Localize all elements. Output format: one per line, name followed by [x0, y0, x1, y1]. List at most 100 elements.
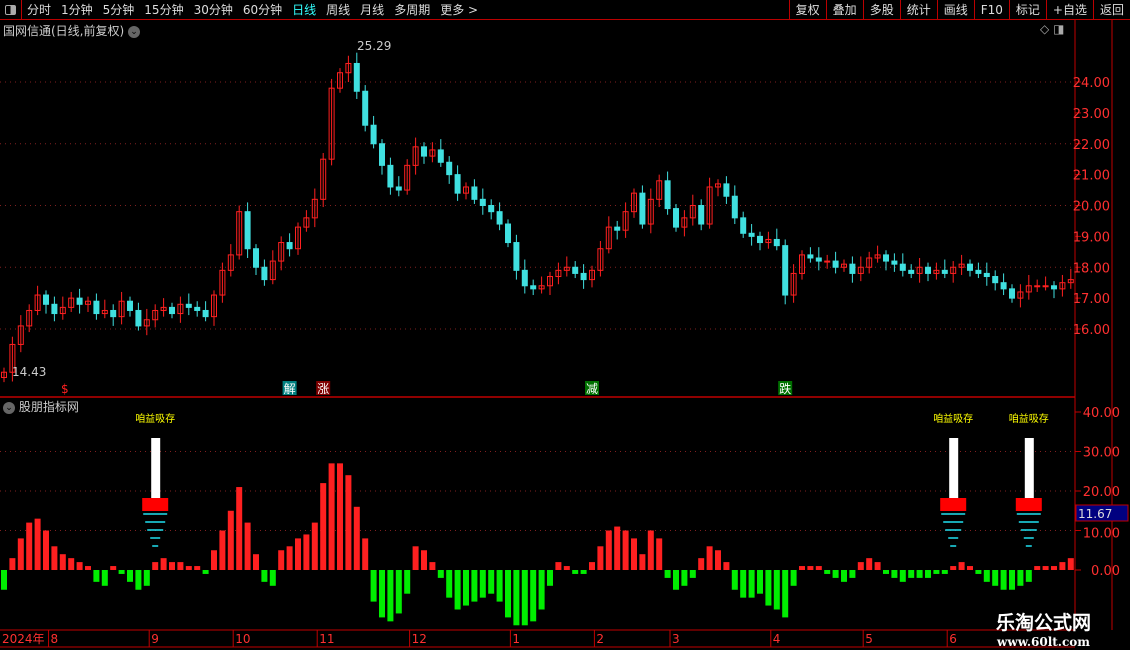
- period-tab[interactable]: 多周期: [394, 3, 431, 17]
- indicator-bar: [832, 570, 839, 578]
- signal-marker: 减: [586, 382, 598, 396]
- signal-label: 咱益吸存: [933, 412, 973, 425]
- candle-body: [269, 260, 276, 281]
- candle-body: [673, 208, 679, 228]
- candle-body: [421, 146, 427, 157]
- candle-body: [505, 223, 511, 244]
- candle-body: [261, 266, 268, 281]
- candle-body: [799, 254, 805, 274]
- indicator-bar: [866, 558, 873, 570]
- indicator-bar: [538, 570, 545, 610]
- indicator-bar: [177, 562, 184, 570]
- period-tab[interactable]: 15分钟: [144, 3, 184, 17]
- candle-body: [614, 226, 621, 231]
- period-tab[interactable]: 周线: [326, 3, 351, 17]
- indicator-bar: [387, 570, 394, 622]
- candle-body: [43, 294, 49, 305]
- indicator-bar: [135, 570, 142, 590]
- indicator-bar: [85, 566, 91, 570]
- dropdown-icon[interactable]: ⌄: [3, 401, 15, 414]
- indicator-bar: [51, 546, 58, 570]
- candle-body: [521, 269, 528, 287]
- candle-body: [127, 300, 133, 311]
- indicator-bar: [706, 546, 713, 570]
- tool-button[interactable]: 画线: [936, 0, 974, 20]
- candle-body: [723, 183, 730, 197]
- candle-body: [958, 263, 965, 268]
- candle-body: [345, 62, 352, 74]
- indicator-bar: [992, 570, 999, 586]
- indicator-bar: [303, 534, 310, 570]
- tool-button[interactable]: 统计: [899, 0, 937, 20]
- indicator-bar: [320, 483, 327, 570]
- indicator-bar: [874, 562, 881, 570]
- current-value-box: [1075, 504, 1129, 522]
- period-tab[interactable]: 60分钟: [242, 3, 283, 17]
- period-tab[interactable]: 1分钟: [61, 3, 93, 17]
- indicator-bar: [765, 570, 772, 606]
- indicator-bar: [1067, 558, 1074, 570]
- indicator-tick-label: 10.00: [1083, 527, 1120, 542]
- candle-body: [34, 294, 41, 311]
- period-tab[interactable]: 30分钟: [193, 3, 233, 17]
- candle-body: [463, 186, 469, 194]
- candle-body: [681, 217, 688, 228]
- tool-button[interactable]: F10: [973, 0, 1009, 20]
- chart-title[interactable]: 国网信通(日线,前复权) ⌄: [3, 22, 141, 39]
- indicator-bar: [521, 570, 528, 626]
- candle-body: [908, 269, 915, 274]
- tool-button[interactable]: 叠加: [825, 0, 863, 20]
- indicator-bar: [908, 570, 915, 578]
- indicator-bar: [362, 538, 369, 570]
- candle-body: [572, 266, 579, 274]
- time-label: 10: [235, 632, 250, 646]
- period-tab[interactable]: 更多 >: [440, 3, 479, 17]
- indicator-bar: [9, 558, 16, 570]
- tool-button[interactable]: 多股: [862, 0, 900, 20]
- indicator-bar: [723, 562, 730, 570]
- indicator-bar: [958, 562, 965, 570]
- price-tick-label: 17.00: [1073, 292, 1110, 307]
- indicator-bar: [26, 522, 33, 570]
- indicator-bar: [404, 570, 411, 594]
- indicator-bar: [530, 570, 537, 622]
- indicator-bar: [479, 570, 486, 598]
- indicator-bar: [454, 570, 461, 610]
- tool-button[interactable]: 复权: [788, 0, 826, 20]
- indicator-bar: [505, 570, 511, 618]
- low-price-label: 14.43: [12, 365, 46, 379]
- panel-toggle-button[interactable]: [0, 0, 22, 20]
- indicator-bar: [412, 546, 419, 570]
- dropdown-icon[interactable]: ⌄: [128, 25, 141, 38]
- indicator-bar: [580, 570, 587, 574]
- tool-button[interactable]: 返回: [1092, 0, 1130, 20]
- indicator-bar: [622, 530, 629, 570]
- indicator-bar: [639, 554, 646, 570]
- tool-button[interactable]: 标记: [1008, 0, 1046, 20]
- candle-body: [236, 211, 243, 256]
- indicator-bar: [1042, 566, 1049, 570]
- candle-body: [983, 272, 990, 278]
- signal-bar: [151, 438, 161, 500]
- indicator-bar: [437, 570, 444, 578]
- period-tab[interactable]: 月线: [360, 3, 385, 17]
- indicator-bar: [253, 554, 259, 570]
- indicator-bar: [572, 570, 579, 574]
- signal-marker: 涨: [317, 381, 329, 396]
- panel-icon[interactable]: ◨: [1053, 22, 1065, 36]
- indicator-bar: [740, 570, 747, 598]
- candle-body: [311, 198, 318, 219]
- indicator-bar: [1, 570, 7, 590]
- period-tab[interactable]: 日线: [292, 3, 317, 17]
- tool-button[interactable]: +自选: [1045, 0, 1093, 20]
- period-tab[interactable]: 分时: [27, 3, 52, 17]
- candle-body: [437, 149, 444, 163]
- indicator-bar: [17, 538, 24, 570]
- indicator-title[interactable]: ⌄ 股朋指标网: [3, 398, 79, 415]
- diamond-icon[interactable]: ◇: [1040, 22, 1050, 36]
- period-tab[interactable]: 5分钟: [102, 3, 135, 17]
- indicator-bar: [597, 546, 604, 570]
- indicator-bar: [815, 566, 822, 570]
- candle-body: [135, 309, 142, 327]
